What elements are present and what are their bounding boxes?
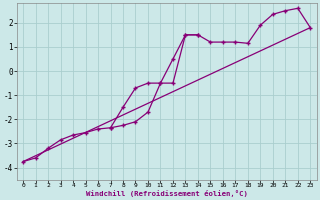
X-axis label: Windchill (Refroidissement éolien,°C): Windchill (Refroidissement éolien,°C) — [86, 190, 248, 197]
